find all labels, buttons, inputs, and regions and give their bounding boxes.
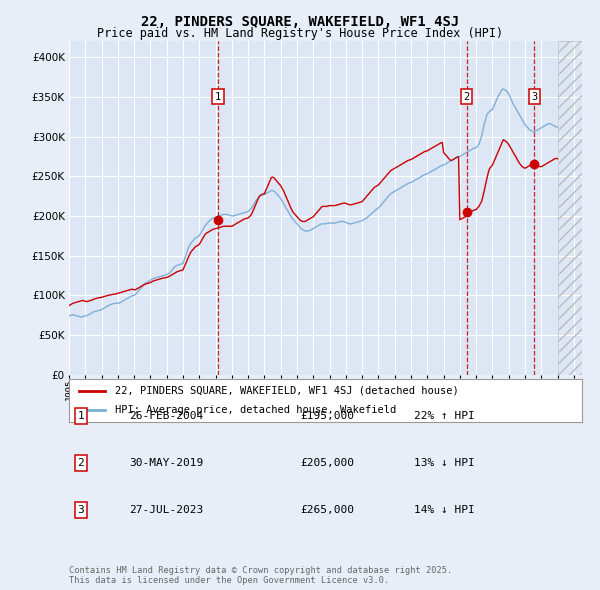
Text: 14% ↓ HPI: 14% ↓ HPI xyxy=(414,506,475,515)
Text: 2: 2 xyxy=(77,458,85,468)
Text: HPI: Average price, detached house, Wakefield: HPI: Average price, detached house, Wake… xyxy=(115,405,397,415)
Text: 26-FEB-2004: 26-FEB-2004 xyxy=(129,411,203,421)
Text: 3: 3 xyxy=(77,506,85,515)
Text: 22% ↑ HPI: 22% ↑ HPI xyxy=(414,411,475,421)
Text: 3: 3 xyxy=(531,92,538,102)
Text: 30-MAY-2019: 30-MAY-2019 xyxy=(129,458,203,468)
Text: 1: 1 xyxy=(77,411,85,421)
Text: 22, PINDERS SQUARE, WAKEFIELD, WF1 4SJ: 22, PINDERS SQUARE, WAKEFIELD, WF1 4SJ xyxy=(141,15,459,29)
Text: £265,000: £265,000 xyxy=(300,506,354,515)
Text: Contains HM Land Registry data © Crown copyright and database right 2025.
This d: Contains HM Land Registry data © Crown c… xyxy=(69,566,452,585)
Text: £205,000: £205,000 xyxy=(300,458,354,468)
Text: 22, PINDERS SQUARE, WAKEFIELD, WF1 4SJ (detached house): 22, PINDERS SQUARE, WAKEFIELD, WF1 4SJ (… xyxy=(115,386,459,396)
Text: 1: 1 xyxy=(215,92,221,102)
Text: 2: 2 xyxy=(464,92,470,102)
Text: 13% ↓ HPI: 13% ↓ HPI xyxy=(414,458,475,468)
Text: 27-JUL-2023: 27-JUL-2023 xyxy=(129,506,203,515)
Text: Price paid vs. HM Land Registry's House Price Index (HPI): Price paid vs. HM Land Registry's House … xyxy=(97,27,503,40)
Text: £195,000: £195,000 xyxy=(300,411,354,421)
